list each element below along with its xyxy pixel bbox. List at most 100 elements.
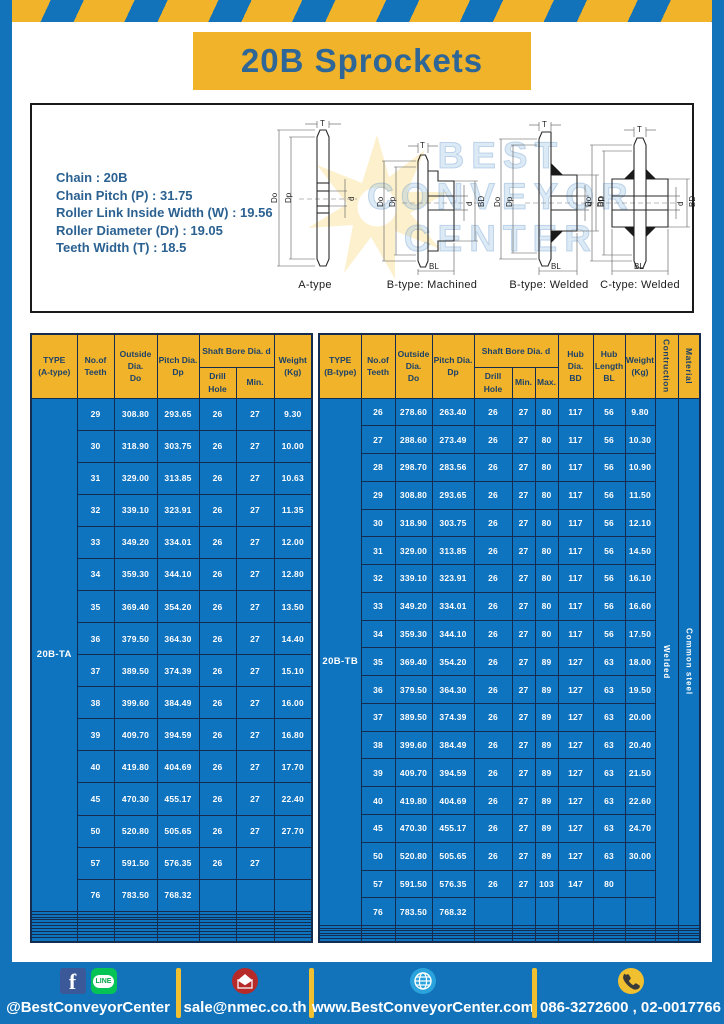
table-cell: 26 [473,619,513,649]
svg-text:Dp: Dp [284,192,293,203]
table-cell: 28 [360,453,396,482]
table-cell: 35 [76,589,115,624]
diagram-panel: BEST CONVEYOR CENTER Chain : 20B Chain P… [30,103,697,313]
diagram-c-type-welded: T Do Dp d BD BL C-type: Welded [582,119,698,291]
footer-social: f LINE @BestConveyorCenter [0,962,176,1024]
table-cell: 63 [592,786,626,815]
table-cell: 27 [235,525,275,559]
spec-line: Chain Pitch (P) : 31.75 [56,187,193,203]
table-cell: 127 [557,730,594,760]
table-row: 45 470.30 455.17 26 27 89 127 63 24.70 [319,813,700,843]
table-cell: 389.50 [394,702,433,732]
table-cell: 19.50 [624,675,656,704]
footer-divider [309,968,314,1018]
table-cell: 26 [473,869,513,899]
col-header-construction: Contruction [654,333,679,399]
table-cell: 38 [360,730,396,760]
empty-table-row [318,925,701,929]
table-row: 50 520.80 505.65 26 27 89 127 63 30.00 [319,841,700,871]
table-cell: 26 [473,758,513,788]
table-cell: 12.80 [273,557,313,591]
table-cell: 56 [592,536,626,566]
table-cell: 147 [557,869,594,899]
table-row: 45 470.30 455.17 26 27 22.40 [31,782,313,816]
table-cell: 26 [198,493,237,527]
footer-email: sale@nmec.co.th [181,962,309,1024]
table-cell: 323.91 [431,564,475,593]
table-cell: 288.60 [394,425,433,455]
table-cell: 27 [511,786,536,815]
table-cell: 26 [198,525,237,559]
footer-divider [176,968,181,1018]
empty-cell [156,936,200,943]
chain-specs: Chain : 20B Chain Pitch (P) : 31.75 Roll… [56,169,273,257]
table-cell: 26 [198,814,237,848]
svg-text:Do: Do [270,192,279,203]
table-cell: 591.50 [113,846,158,880]
table-cell: 318.90 [394,508,433,538]
table-cell: 20.00 [624,702,656,732]
table-cell: 26 [198,654,237,688]
table-cell: 26 [198,622,237,656]
col-header-hub-dia: Hub Dia. BD [557,333,594,399]
table-row: 33 349.20 334.01 26 27 12.00 [31,525,313,559]
table-cell: 26 [473,453,513,482]
col-header-weight: Weight (Kg) [624,333,656,399]
table-cell: 308.80 [113,397,158,431]
col-header-pitch-dia: Pitch Dia. Dp [431,333,475,399]
table-cell: 80 [592,869,626,899]
table-cell: 27 [235,461,275,495]
table-cell: 27 [511,841,536,871]
sprocket-table-b-type: TYPE (B-type) No.of Teeth Outside Dia. D… [318,333,702,943]
table-cell: 278.60 [394,397,433,427]
table-cell: 10.00 [273,429,313,463]
table-cell [273,846,313,880]
table-cell: 394.59 [156,718,200,752]
empty-cell [431,937,475,943]
table-cell: 63 [592,730,626,760]
footer-website: www.BestConveyorCenter.com [312,962,534,1024]
table-cell: 26 [198,557,237,591]
diagram-b-type-machined: T Do Dp d BD BL B-type: Machined [374,119,490,291]
table-cell: 26 [198,461,237,495]
page-border-left [0,0,12,1024]
table-cell: 455.17 [431,813,475,843]
table-cell: 576.35 [156,846,200,880]
table-cell: 364.30 [431,675,475,704]
table-cell: 505.65 [156,814,200,848]
table-cell: 26 [473,508,513,538]
table-cell: 27 [511,702,536,732]
table-cell: 505.65 [431,841,475,871]
svg-text:BL: BL [429,262,439,271]
table-cell [624,897,656,927]
table-cell: 63 [592,675,626,704]
table-cell: 11.35 [273,493,313,527]
table-row: 20B-TB 26 278.60 263.40 26 27 80 117 56 9.80 Welde… [318,397,701,927]
table-cell [235,878,275,912]
table-cell: 26 [473,786,513,815]
empty-cell [592,937,626,943]
table-cell: 20.40 [624,730,656,760]
table-cell: 89 [534,813,559,843]
svg-text:d: d [465,202,474,206]
col-header-min: Min. [235,366,275,399]
col-header-type: TYPE (B-type) [318,333,362,399]
footer-contact-bar: f LINE @BestConveyorCenter sale@nmec.co.… [0,962,724,1024]
table-cell: 26 [198,397,237,431]
table-cell: 27 [235,814,275,848]
table-cell: 27 [511,813,536,843]
table-cell: 80 [534,536,559,566]
table-cell: 80 [534,397,559,427]
table-cell: 384.49 [156,686,200,720]
table-row: 20B-TA 29 308.80 293.65 26 27 9.30 [30,397,313,912]
title-banner: 20B Sprockets [193,32,531,90]
table-cell: 29 [360,480,396,510]
table-cell: 298.70 [394,453,433,482]
table-cell: 18.00 [624,647,656,677]
empty-cell [511,937,536,943]
table-row: 57 591.50 576.35 26 27 103 147 80 [319,869,700,899]
table-cell: 520.80 [394,841,433,871]
table-row: 40 419.80 404.69 26 27 17.70 [31,750,313,784]
table-cell: 329.00 [113,461,158,495]
table-row: 40 419.80 404.69 26 27 89 127 63 22.60 [319,786,700,815]
